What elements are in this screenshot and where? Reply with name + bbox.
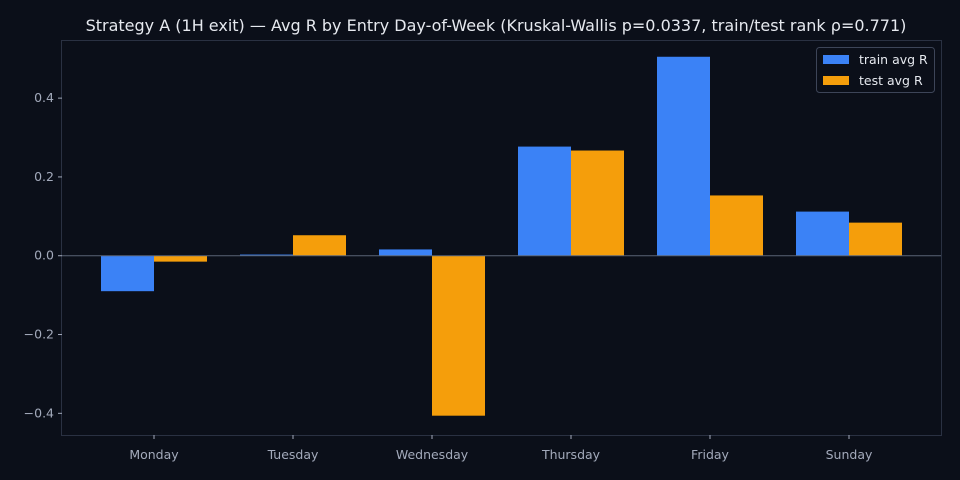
chart-title: Strategy A (1H exit) — Avg R by Entry Da…	[86, 16, 907, 35]
legend-swatch-test	[823, 76, 849, 85]
bar-test-wednesday	[432, 255, 485, 416]
y-tick-label: 0.0	[34, 248, 54, 263]
bar-test-tuesday	[293, 235, 346, 256]
bar-test-thursday	[571, 150, 624, 256]
bar-test-friday	[710, 195, 763, 256]
legend: train avg R test avg R	[816, 47, 935, 93]
x-tick-label-wednesday: Wednesday	[396, 447, 469, 462]
bar-train-friday	[657, 56, 710, 256]
bar-train-thursday	[518, 146, 571, 256]
x-tick-label-tuesday: Tuesday	[267, 447, 319, 462]
bar-train-tuesday	[240, 254, 293, 256]
legend-label-test: test avg R	[859, 73, 923, 88]
bar-train-wednesday	[379, 249, 432, 256]
bar-train-monday	[101, 255, 154, 292]
x-axis: Monday Tuesday Wednesday Thursday Friday Sund…	[129, 435, 873, 462]
y-axis: −0.4 −0.2 0.0 0.2 0.4	[24, 90, 62, 420]
plot-frame	[61, 40, 942, 436]
x-tick-label-thursday: Thursday	[541, 447, 601, 462]
bar-test-sunday	[849, 222, 902, 256]
x-tick-label-friday: Friday	[691, 447, 729, 462]
bars	[101, 56, 902, 416]
y-tick-label: 0.4	[34, 90, 54, 105]
legend-label-train: train avg R	[859, 52, 928, 67]
x-tick-label-monday: Monday	[129, 447, 179, 462]
legend-swatch-train	[823, 55, 849, 64]
x-tick-label-sunday: Sunday	[826, 447, 873, 462]
y-tick-label: −0.2	[24, 327, 54, 342]
y-tick-label: 0.2	[34, 169, 54, 184]
y-tick-label: −0.4	[24, 405, 54, 420]
bar-train-sunday	[796, 211, 849, 256]
bar-test-monday	[154, 255, 207, 262]
